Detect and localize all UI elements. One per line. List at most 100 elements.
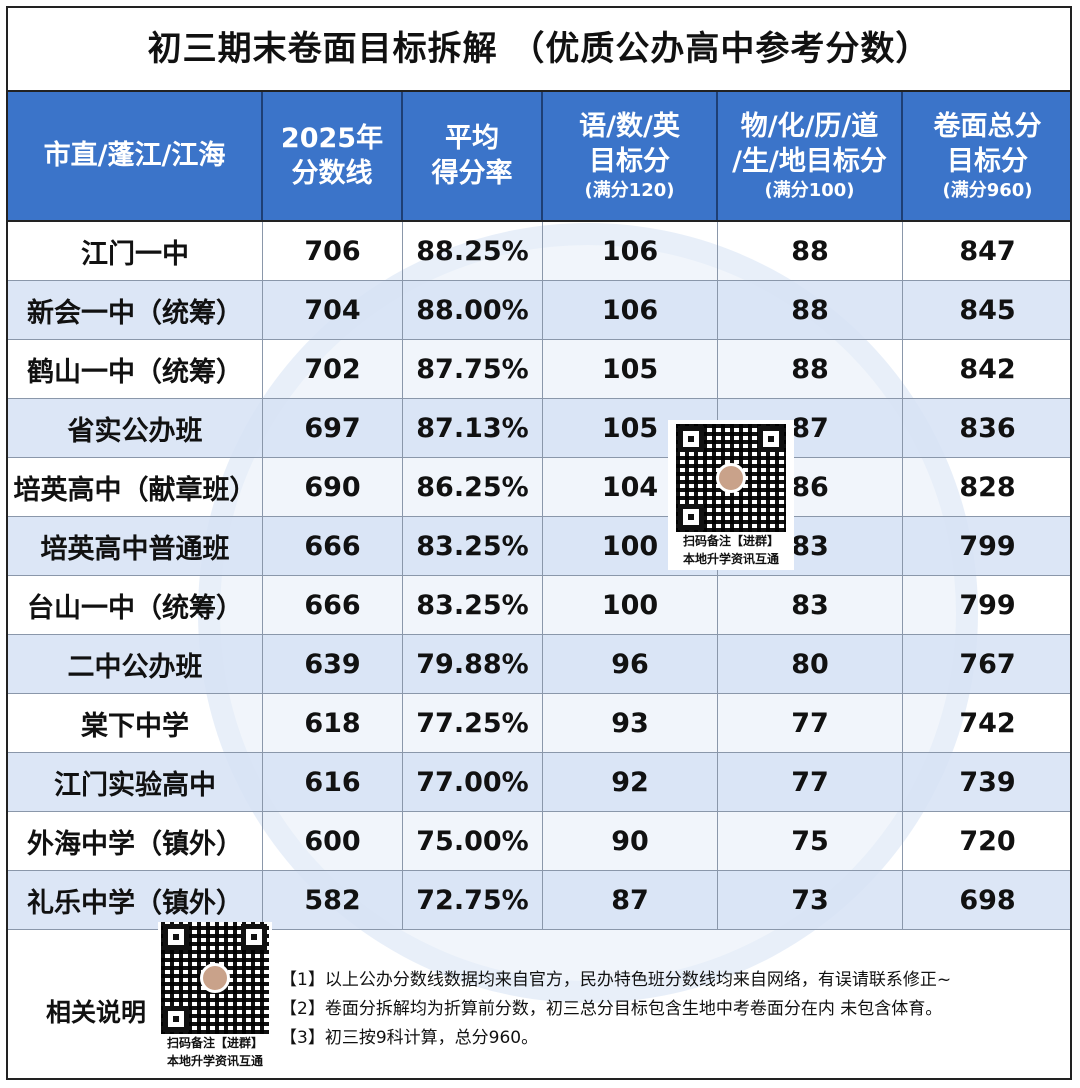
total-target: 842 (959, 353, 1016, 385)
header-other-subjects: 物/化/历/道 /生/地目标分 (满分100) (718, 92, 903, 220)
table-row: 外海中学（镇外） 600 75.00% 90 75 720 (8, 812, 1070, 871)
header-school: 市直/蓬江/江海 (8, 92, 263, 220)
cutoff-score: 582 (263, 871, 403, 929)
total-target: 767 (959, 648, 1016, 680)
total-target: 828 (959, 471, 1016, 503)
header-cutoff: 2025年 分数线 (263, 92, 403, 220)
qr-caption: 扫码备注【进群】 (682, 534, 779, 548)
poster-frame: 初三期末卷面目标拆解 （优质公办高中参考分数） 市直/蓬江/江海 2025年 分… (6, 6, 1072, 1080)
note-item: 【2】卷面分拆解均为折算前分数，初三总分目标包含生地中考卷面分在内 未包含体育。 (280, 999, 943, 1019)
other-target: 80 (718, 635, 903, 693)
table-row: 培英高中（献章班） 690 86.25% 104 86 828 (8, 458, 1070, 517)
school-name: 礼乐中学（镇外） (8, 871, 263, 929)
school-name: 省实公办班 (8, 399, 263, 457)
qr-caption: 本地升学资讯互通 (682, 552, 779, 566)
table-row: 鹤山一中（统筹） 702 87.75% 105 88 842 (8, 340, 1070, 399)
score-rate: 77.00% (403, 753, 543, 811)
table-row: 培英高中普通班 666 83.25% 100 83 799 (8, 517, 1070, 576)
cutoff-score: 697 (263, 399, 403, 457)
qr-code-notes: 扫码备注【进群】 本地升学资讯互通 (158, 922, 272, 1070)
page-title: 初三期末卷面目标拆解 （优质公办高中参考分数） (147, 29, 931, 69)
qr-code-table: 扫码备注【进群】 本地升学资讯互通 (668, 420, 794, 570)
school-name: 江门实验高中 (8, 753, 263, 811)
main-target: 93 (543, 694, 718, 752)
cutoff-score: 616 (263, 753, 403, 811)
total-target: 845 (959, 294, 1016, 326)
score-rate: 86.25% (403, 458, 543, 516)
header-total: 卷面总分 目标分 (满分960) (933, 111, 1042, 202)
school-name: 江门一中 (8, 222, 263, 280)
total-target: 720 (959, 825, 1016, 857)
table-row: 江门一中 706 88.25% 106 88 847 (8, 222, 1070, 281)
school-name: 新会一中（统筹） (8, 281, 263, 339)
main-target: 100 (543, 576, 718, 634)
table-row: 二中公办班 639 79.88% 96 80 767 (8, 635, 1070, 694)
cutoff-score: 666 (263, 576, 403, 634)
score-rate: 75.00% (403, 812, 543, 870)
main-target: 96 (543, 635, 718, 693)
cutoff-score: 639 (263, 635, 403, 693)
main-target: 105 (543, 340, 718, 398)
notes-list: 【1】以上公办分数线数据均来自官方，民办特色班分数线均来自网络，有误请联系修正~… (280, 966, 951, 1053)
cutoff-score: 618 (263, 694, 403, 752)
cutoff-score: 690 (263, 458, 403, 516)
score-rate: 83.25% (403, 576, 543, 634)
cutoff-score: 600 (263, 812, 403, 870)
total-target: 799 (959, 530, 1016, 562)
note-item: 【3】初三按9科计算，总分960。 (280, 1028, 539, 1048)
table-row: 江门实验高中 616 77.00% 92 77 739 (8, 753, 1070, 812)
school-name: 外海中学（镇外） (8, 812, 263, 870)
qr-caption: 本地升学资讯互通 (166, 1054, 263, 1068)
main-target: 92 (543, 753, 718, 811)
total-target: 799 (959, 589, 1016, 621)
total-target: 836 (959, 412, 1016, 444)
total-target: 698 (959, 884, 1016, 916)
other-target: 86 (718, 458, 903, 516)
table-row: 省实公办班 697 87.13% 105 87 836 (8, 399, 1070, 458)
other-target: 83 (718, 576, 903, 634)
other-target: 75 (718, 812, 903, 870)
note-item: 【1】以上公办分数线数据均来自官方，民办特色班分数线均来自网络，有误请联系修正~ (280, 970, 952, 990)
main-target: 87 (543, 871, 718, 929)
header-rate: 平均 得分率 (403, 92, 543, 220)
school-name: 培英高中普通班 (8, 517, 263, 575)
total-target: 847 (959, 235, 1016, 267)
school-name: 培英高中（献章班） (8, 458, 263, 516)
score-rate: 77.25% (403, 694, 543, 752)
score-rate: 79.88% (403, 635, 543, 693)
score-table: 市直/蓬江/江海 2025年 分数线 平均 得分率 语/数/英 目标分 (满分1… (8, 90, 1070, 930)
main-target: 106 (543, 222, 718, 280)
score-rate: 87.13% (403, 399, 543, 457)
avatar (200, 963, 230, 993)
score-rate: 88.25% (403, 222, 543, 280)
total-target: 739 (959, 766, 1016, 798)
qr-caption: 扫码备注【进群】 (166, 1036, 263, 1050)
other-target: 73 (718, 871, 903, 929)
school-name: 二中公办班 (8, 635, 263, 693)
table-row: 棠下中学 618 77.25% 93 77 742 (8, 694, 1070, 753)
cutoff-score: 702 (263, 340, 403, 398)
score-rate: 88.00% (403, 281, 543, 339)
score-rate: 83.25% (403, 517, 543, 575)
other-target: 88 (718, 281, 903, 339)
score-rate: 72.75% (403, 871, 543, 929)
main-target: 90 (543, 812, 718, 870)
cutoff-score: 666 (263, 517, 403, 575)
school-name: 鹤山一中（统筹） (8, 340, 263, 398)
table-header: 市直/蓬江/江海 2025年 分数线 平均 得分率 语/数/英 目标分 (满分1… (8, 90, 1070, 222)
other-target: 77 (718, 753, 903, 811)
qr-code-icon (161, 922, 269, 1034)
qr-code-icon (676, 424, 786, 532)
other-target: 88 (718, 222, 903, 280)
main-target: 106 (543, 281, 718, 339)
school-name: 台山一中（统筹） (8, 576, 263, 634)
header-main-subjects: 语/数/英 目标分 (满分120) (543, 92, 718, 220)
other-target: 83 (718, 517, 903, 575)
notes-label: 相关说明 (46, 998, 147, 1027)
table-body: 江门一中 706 88.25% 106 88 847 新会一中（统筹） 704 … (8, 222, 1070, 930)
school-name: 棠下中学 (8, 694, 263, 752)
table-row: 新会一中（统筹） 704 88.00% 106 88 845 (8, 281, 1070, 340)
cutoff-score: 706 (263, 222, 403, 280)
score-rate: 87.75% (403, 340, 543, 398)
table-row: 台山一中（统筹） 666 83.25% 100 83 799 (8, 576, 1070, 635)
